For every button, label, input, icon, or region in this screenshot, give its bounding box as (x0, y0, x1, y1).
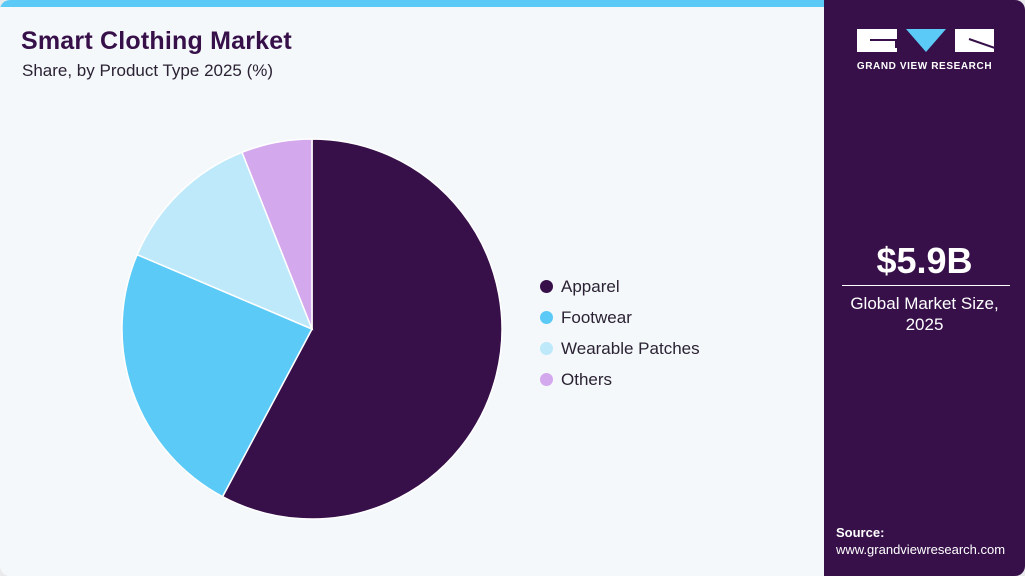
legend-item-footwear: Footwear (540, 302, 700, 333)
source-link[interactable]: www.grandviewresearch.com (836, 542, 1006, 557)
legend-item-apparel: Apparel (540, 271, 700, 302)
gvr-logo-icon (857, 29, 996, 52)
legend-dot-icon (540, 311, 553, 324)
legend: Apparel Footwear Wearable Patches Others (540, 271, 700, 395)
gvr-logo: GRAND VIEW RESEARCH (854, 27, 996, 72)
logo-text: GRAND VIEW RESEARCH (856, 61, 993, 72)
legend-label: Wearable Patches (561, 338, 700, 358)
accent-bar (0, 0, 824, 7)
market-size-value: $5.9B (876, 240, 973, 281)
legend-dot-icon (540, 373, 553, 386)
sidebar-panel: GRAND VIEW RESEARCH $5.9B Global Market … (824, 0, 1025, 576)
pie-slice-apparel (221, 138, 503, 520)
chart-title: Smart Clothing Market (21, 27, 292, 55)
legend-item-others: Others (540, 364, 700, 395)
legend-label: Apparel (561, 276, 620, 296)
pie-chart (121, 138, 503, 520)
divider (842, 285, 1010, 286)
pie-slice-others (241, 138, 313, 330)
pie-slice-wearable-patches (136, 151, 314, 331)
chart-subtitle: Share, by Product Type 2025 (%) (22, 61, 274, 80)
legend-label: Footwear (561, 307, 632, 327)
legend-item-wearable-patches: Wearable Patches (540, 333, 700, 364)
source-label: Source: (836, 525, 885, 540)
legend-dot-icon (540, 342, 553, 355)
pie-slice-footwear (121, 253, 314, 498)
market-label-line1: Global Market Size, (850, 294, 999, 313)
market-size-label: Global Market Size, 2025 (824, 293, 1025, 335)
legend-dot-icon (540, 280, 553, 293)
market-label-line2: 2025 (905, 315, 944, 334)
legend-label: Others (561, 369, 613, 389)
